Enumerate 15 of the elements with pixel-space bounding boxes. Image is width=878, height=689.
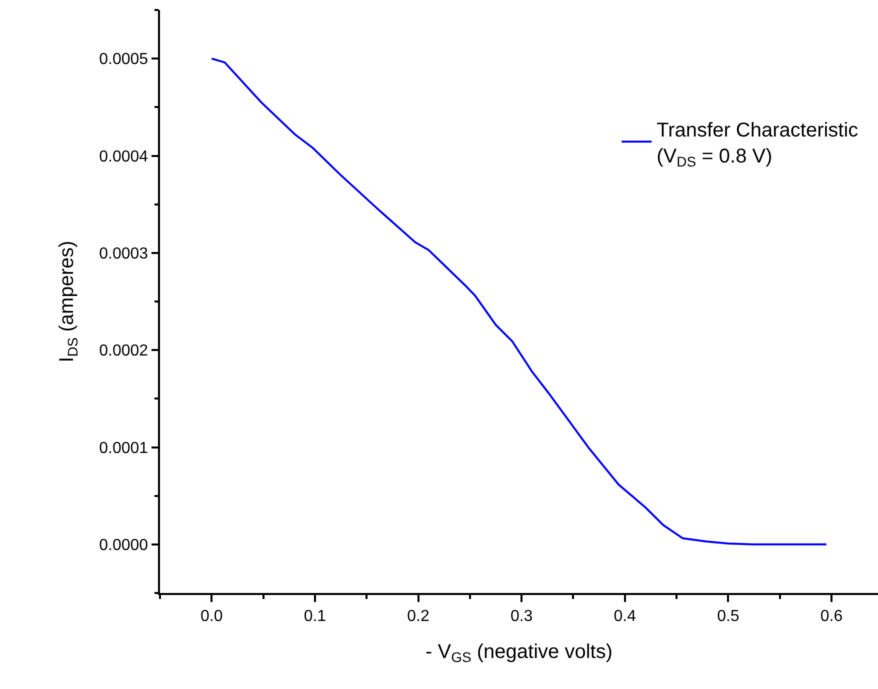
- y-tick-label: 0.0005: [99, 51, 148, 68]
- y-tick-label: 0.0001: [99, 440, 148, 457]
- y-tick-label: 0.0002: [99, 342, 148, 360]
- y-tick-label: 0.0004: [99, 148, 148, 166]
- y-tick-label: 0.0003: [99, 246, 148, 263]
- x-tick-label: 0.2: [407, 608, 430, 625]
- x-tick-label: 0.5: [717, 608, 740, 625]
- x-tick-label: 0.0: [200, 608, 223, 625]
- x-tick-label: 0.3: [510, 608, 533, 625]
- legend-label: Transfer Characteristic (V$_{DS}$ = 0.8 V): [656, 119, 858, 170]
- x-tick-label: 0.6: [820, 608, 843, 625]
- x-axis-title: - V$_{GS}$ (negative volts): [426, 640, 612, 666]
- y-tick-label: 0.0000: [99, 537, 148, 554]
- x-tick-label: 0.1: [304, 608, 326, 625]
- x-tick-label: 0.4: [614, 608, 636, 625]
